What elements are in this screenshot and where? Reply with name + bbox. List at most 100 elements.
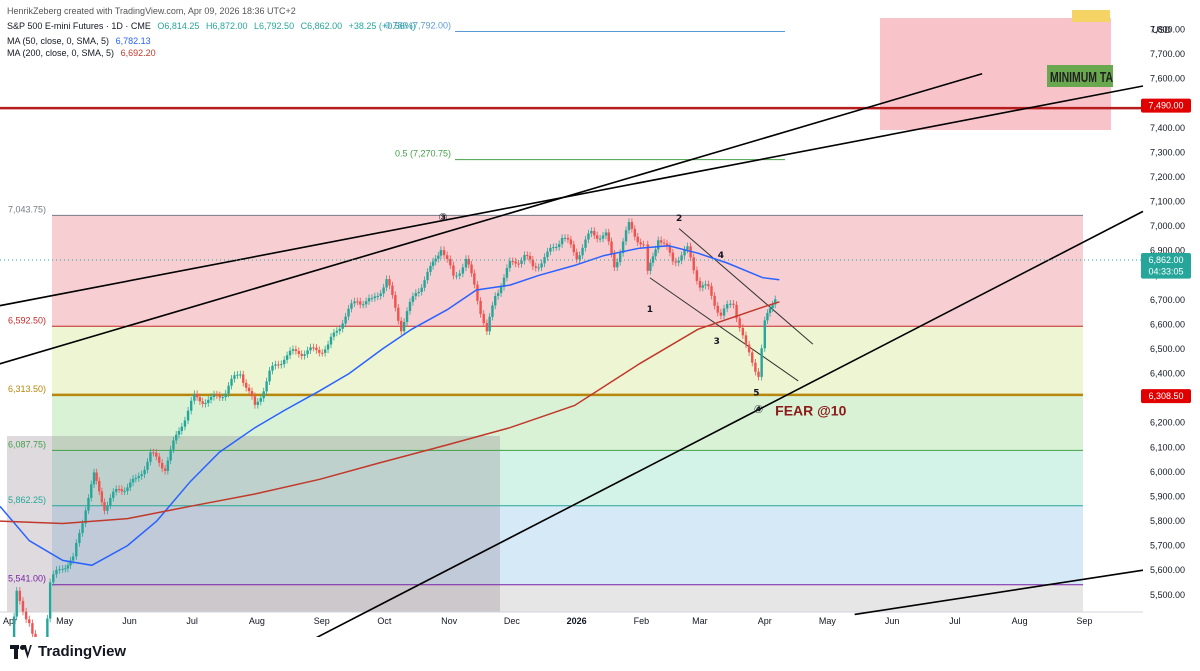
candle xyxy=(613,253,616,268)
x-tick-label: Oct xyxy=(377,616,392,626)
candle xyxy=(230,378,233,386)
candle xyxy=(698,280,702,288)
candle xyxy=(24,611,28,620)
candle xyxy=(590,231,593,234)
candle xyxy=(221,397,224,399)
candle xyxy=(499,286,503,294)
candle xyxy=(180,426,183,432)
candle xyxy=(485,323,489,332)
y-tick-label: 7,600.00 xyxy=(1150,74,1185,84)
fib-label: 6,087.75) xyxy=(8,439,46,449)
fib-label: 5,541.00) xyxy=(8,574,46,584)
candle xyxy=(654,249,657,257)
candle xyxy=(394,295,397,308)
candle xyxy=(461,267,465,274)
candle xyxy=(92,472,96,485)
candle xyxy=(12,616,16,637)
candle xyxy=(665,243,669,247)
candle xyxy=(534,266,537,268)
price-tag-box xyxy=(1141,253,1191,268)
candle xyxy=(677,260,680,263)
candle xyxy=(285,355,289,360)
candle xyxy=(680,255,683,261)
tradingview-logo[interactable]: TradingView xyxy=(10,643,126,660)
candle xyxy=(505,268,509,278)
candle xyxy=(21,600,25,612)
zone-grey xyxy=(52,584,1083,612)
fib-label: 6,592.50) xyxy=(8,315,46,325)
y-tick-label: 7,400.00 xyxy=(1150,123,1185,133)
candle xyxy=(704,284,707,286)
candle xyxy=(134,478,138,480)
wave-label: ③ xyxy=(438,211,447,224)
ma200-legend[interactable]: MA (200, close, 0, SMA, 5) 6,692.20 xyxy=(7,48,160,59)
candle xyxy=(633,228,637,237)
candle xyxy=(671,252,675,262)
candle xyxy=(646,244,649,271)
candle xyxy=(265,381,268,392)
candle xyxy=(526,255,529,257)
candle xyxy=(347,308,350,317)
y-tick-label: 5,600.00 xyxy=(1150,565,1185,575)
y-tick-label: 7,000.00 xyxy=(1150,221,1185,231)
candle xyxy=(420,287,423,292)
candle xyxy=(751,352,754,363)
candle xyxy=(207,399,210,403)
candle xyxy=(100,491,104,503)
candle xyxy=(575,252,578,260)
candle xyxy=(169,449,172,461)
price-tag-label: 6,862.00 xyxy=(1148,255,1183,265)
candle xyxy=(540,263,543,268)
candle xyxy=(315,347,318,351)
candle xyxy=(707,284,710,287)
candle xyxy=(616,261,619,268)
symbol-title: S&P 500 E-mini Futures · 1D · CME xyxy=(7,21,151,31)
price-tag-label: 7,490.00 xyxy=(1148,101,1183,111)
candle xyxy=(149,452,152,462)
candle xyxy=(78,533,81,544)
candle xyxy=(439,250,443,256)
candle xyxy=(659,240,663,243)
candle xyxy=(58,569,61,571)
candle xyxy=(686,246,689,250)
candle xyxy=(186,410,190,421)
price-tag-box xyxy=(1141,264,1191,279)
price-chart[interactable]: 0.786 (7,792.00)0.618 (7,480.00)0.5 (7,2… xyxy=(0,0,1200,637)
candle xyxy=(414,293,418,297)
candle xyxy=(48,582,52,619)
candle xyxy=(423,280,426,288)
candle xyxy=(218,395,222,398)
fib-label: 0.5 (7,270.75) xyxy=(395,149,451,159)
minimum-target-box xyxy=(1047,65,1113,87)
candle xyxy=(566,237,570,240)
candle xyxy=(120,489,124,492)
y-tick-label: 7,300.00 xyxy=(1150,147,1185,157)
candle xyxy=(662,242,666,244)
candle xyxy=(361,304,365,306)
candle xyxy=(713,295,716,306)
candle xyxy=(259,398,262,402)
candle xyxy=(367,298,371,302)
candle xyxy=(294,349,298,352)
candle xyxy=(452,265,455,276)
candle xyxy=(288,350,292,356)
candle xyxy=(402,321,406,332)
candle xyxy=(467,258,470,265)
candle xyxy=(318,350,321,353)
candle xyxy=(326,344,330,350)
candle xyxy=(692,257,695,271)
candle xyxy=(268,370,271,382)
candle xyxy=(411,296,415,302)
candle xyxy=(725,304,729,309)
candle xyxy=(152,452,155,454)
candle xyxy=(46,618,49,637)
created-by: HenrikZeberg created with TradingView.co… xyxy=(7,6,296,16)
ma50-legend[interactable]: MA (50, close, 0, SMA, 5) 6,782.13 xyxy=(7,36,155,47)
candle xyxy=(195,394,199,398)
candle xyxy=(332,332,336,337)
candle xyxy=(212,394,216,397)
x-tick-label: Aug xyxy=(249,616,265,626)
x-tick-label: Mar xyxy=(692,616,708,626)
fib-label: 5,862.25) xyxy=(8,495,46,505)
candle xyxy=(520,260,523,264)
